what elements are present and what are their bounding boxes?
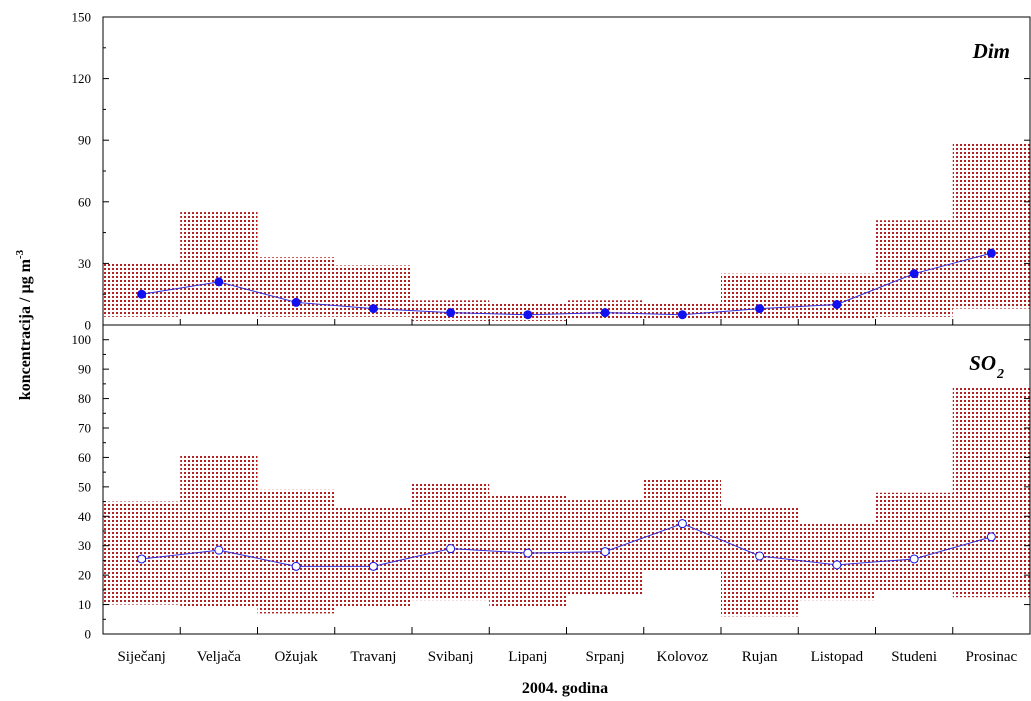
so2-mean-point-9 [755, 551, 765, 561]
x-tick-label-11: Studeni [891, 649, 937, 665]
x-tick-label-2: Veljača [197, 649, 241, 665]
dim-mean-point-10 [832, 299, 842, 309]
so2-y-tick-label-100: 100 [72, 332, 92, 347]
y-axis-label-superscript: -3 [14, 249, 26, 259]
y-axis-label: koncentracija / µg m-3 [14, 249, 34, 400]
axes: 30 60 90 120 150 0 0 10 20 30 40 50 60 70 80 90 100 Siječ… [72, 10, 1031, 665]
dim-range-band-10 [798, 273, 876, 319]
dim-y-tick-label-60: 60 [78, 194, 91, 209]
so2-y-tick-label-40: 40 [78, 509, 91, 524]
panel-title-so2-main: SO [969, 351, 996, 375]
dim-mean-point-2 [214, 277, 224, 287]
dim-range-band-2 [180, 212, 258, 315]
so2-range-band-12 [952, 386, 1030, 598]
x-tick-label-1: Siječanj [117, 649, 165, 665]
dim-mean-point-4 [368, 304, 378, 314]
so2-y-tick-label-0: 0 [85, 627, 92, 642]
so2-mean-point-3 [291, 561, 301, 571]
so2-y-tick-label-80: 80 [78, 391, 91, 406]
dim-mean-point-11 [909, 269, 919, 279]
x-tick-label-9: Rujan [742, 649, 778, 665]
so2-mean-point-1 [137, 554, 147, 564]
so2-y-tick-label-70: 70 [78, 421, 91, 436]
so2-y-tick-label-30: 30 [78, 538, 91, 553]
x-tick-label-4: Travanj [350, 649, 396, 665]
mean-lines [137, 248, 996, 571]
so2-range-band-11 [875, 492, 953, 592]
dim-mean-point-8 [677, 310, 687, 320]
y-axis-label-main: koncentracija / µg m [17, 258, 34, 400]
so2-y-tick-label-60: 60 [78, 450, 91, 465]
so2-range-band-4 [334, 505, 412, 608]
dim-mean-point-3 [291, 297, 301, 307]
so2-mean-point-4 [368, 561, 378, 571]
dim-mean-line [141, 252, 992, 316]
so2-mean-point-5 [446, 544, 456, 554]
so2-mean-point-8 [677, 519, 687, 529]
x-tick-label-7: Srpanj [586, 649, 625, 665]
so2-mean-point-12 [986, 532, 996, 542]
so2-mean-point-11 [909, 554, 919, 564]
x-tick-label-8: Kolovoz [657, 649, 709, 665]
so2-range-band-9 [721, 507, 799, 617]
so2-mean-point-10 [832, 560, 842, 570]
labels: Dim SO 2 2004. godina koncentracija / µg… [14, 39, 1010, 697]
dim-y-tick-label-120: 120 [72, 71, 92, 86]
dim-mean-point-7 [600, 308, 610, 318]
so2-range-band-5 [412, 483, 490, 601]
so2-range-band-1 [103, 501, 181, 605]
so2-y-tick-label-20: 20 [78, 568, 91, 583]
so2-mean-point-2 [214, 545, 224, 555]
dim-mean-point-9 [755, 304, 765, 314]
dim-y-tick-label-30: 30 [78, 256, 91, 271]
so2-mean-point-7 [600, 547, 610, 557]
so2-range-band-3 [257, 489, 335, 614]
so2-y-tick-label-10: 10 [78, 597, 91, 612]
x-tick-label-3: Ožujak [274, 649, 318, 665]
dim-range-band-12 [952, 142, 1030, 309]
so2-y-tick-label-90: 90 [78, 362, 91, 377]
panel-title-so2: SO [969, 351, 996, 375]
x-axis-label: 2004. godina [522, 680, 608, 697]
x-tick-label-12: Prosinac [966, 649, 1018, 665]
so2-mean-point-6 [523, 548, 533, 558]
dim-y-tick-label-90: 90 [78, 133, 91, 148]
so2-y-tick-label-50: 50 [78, 479, 91, 494]
dim-mean-point-1 [137, 289, 147, 299]
dim-y-tick-label-0: 0 [85, 318, 92, 333]
range-bands [103, 142, 1030, 617]
panel-title-dim: Dim [972, 39, 1010, 63]
dim-mean-point-12 [986, 248, 996, 258]
dim-range-band-11 [875, 220, 953, 317]
so2-range-band-2 [180, 454, 258, 608]
dim-y-tick-label-150: 150 [72, 10, 92, 25]
x-tick-label-5: Svibanj [428, 649, 474, 665]
dim-mean-point-6 [523, 310, 533, 320]
x-tick-label-10: Listopad [811, 649, 864, 665]
so2-mean-line [141, 523, 992, 567]
x-tick-label-6: Lipanj [508, 649, 547, 665]
dim-range-band-3 [257, 257, 335, 317]
dim-mean-point-5 [446, 308, 456, 318]
panel-title-so2-subscript: 2 [996, 367, 1004, 382]
